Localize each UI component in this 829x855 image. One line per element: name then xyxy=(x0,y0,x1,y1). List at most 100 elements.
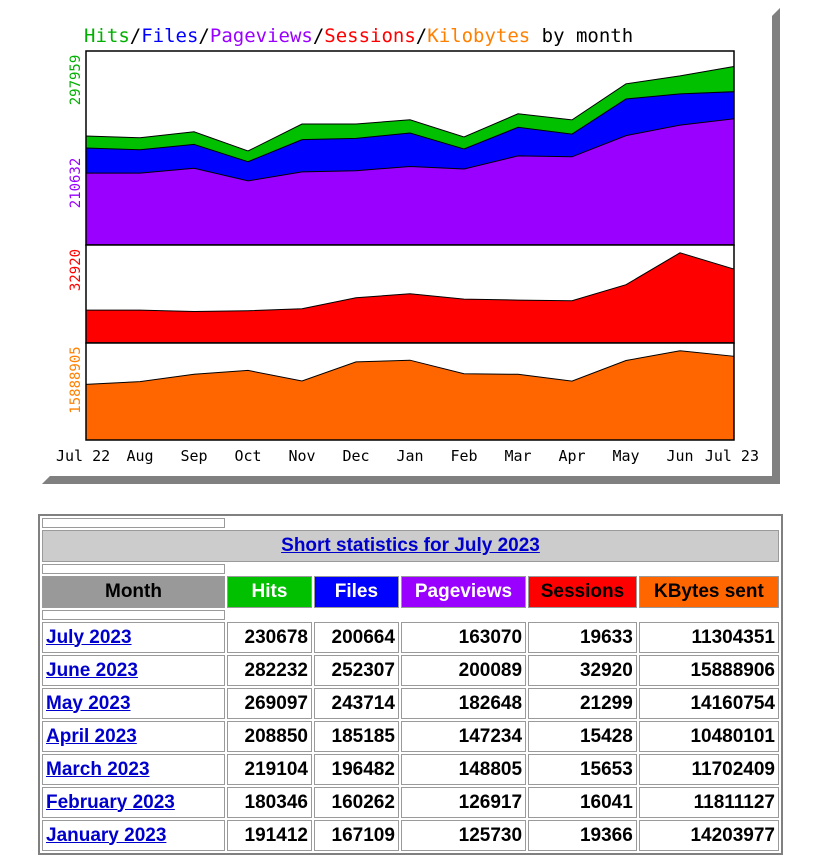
month-cell: June 2023 xyxy=(42,655,225,686)
graph-title-part: Files xyxy=(141,25,198,47)
graph-title-part: Pageviews xyxy=(210,25,313,47)
graph-title-part: Hits xyxy=(84,25,130,47)
y-axis-label: 32920 xyxy=(68,249,84,291)
graph-panels xyxy=(85,50,735,441)
area-pageviews xyxy=(85,118,735,246)
x-tick-label: Aug xyxy=(126,447,153,465)
pageviews-cell: 147234 xyxy=(400,721,527,752)
kbytes-cell: 14203977 xyxy=(638,820,779,851)
kbytes-cell: 14160754 xyxy=(638,688,779,719)
hits-cell: 219104 xyxy=(227,754,312,785)
hits-cell: 191412 xyxy=(227,820,312,851)
graph-title-part: / xyxy=(416,25,427,47)
x-tick-label: May xyxy=(612,447,639,465)
month-link[interactable]: July 2023 xyxy=(46,626,132,648)
kbytes-cell: 10480101 xyxy=(638,721,779,752)
table-title-cell: Short statistics for July 2023 xyxy=(42,530,779,562)
area-kilobytes xyxy=(85,350,735,441)
files-cell: 160262 xyxy=(313,787,399,818)
pageviews-cell: 163070 xyxy=(400,622,527,653)
month-link[interactable]: March 2023 xyxy=(46,758,150,780)
files-cell: 243714 xyxy=(313,688,399,719)
files-cell: 185185 xyxy=(313,721,399,752)
table-row: July 2023 230678 200664 163070 19633 11304351 xyxy=(42,622,779,653)
pageviews-cell: 126917 xyxy=(400,787,527,818)
hits-cell: 269097 xyxy=(227,688,312,719)
table-row: February 2023 180346 160262 126917 16041 1181… xyxy=(42,787,779,818)
x-tick-label: Dec xyxy=(342,447,369,465)
month-cell: March 2023 xyxy=(42,754,225,785)
graph-title-part: / xyxy=(313,25,324,47)
short-statistics-table: Short statistics for July 2023 Month Hits… xyxy=(38,514,783,855)
column-header-kbytes-sent: KBytes sent xyxy=(638,576,779,608)
pageviews-cell: 200089 xyxy=(400,655,527,686)
sessions-cell: 16041 xyxy=(528,787,637,818)
x-tick-label: Apr xyxy=(558,447,585,465)
graph-title-part: / xyxy=(130,25,141,47)
header-row: Month Hits Files Pageviews Sessions KBytes se… xyxy=(42,576,779,608)
x-tick-label: Sep xyxy=(180,447,207,465)
graph-title-part: Kilobytes xyxy=(427,25,530,47)
month-link[interactable]: January 2023 xyxy=(46,824,167,846)
spacer-fill xyxy=(227,564,779,574)
month-link[interactable]: February 2023 xyxy=(46,791,175,813)
area-sessions xyxy=(85,252,735,344)
spacer-cell xyxy=(42,518,225,528)
month-link[interactable]: May 2023 xyxy=(46,692,131,714)
table-row: June 2023 282232 252307 200089 32920 15888906 xyxy=(42,655,779,686)
y-axis-label: 297959 xyxy=(68,55,84,106)
panel-sessions xyxy=(85,244,735,344)
panel-border-kilobytes xyxy=(85,342,735,441)
files-cell: 252307 xyxy=(313,655,399,686)
spacer-row xyxy=(42,518,779,528)
y-axis-label: 210632 xyxy=(68,158,84,209)
spacer-fill xyxy=(227,518,779,528)
sessions-cell: 19633 xyxy=(528,622,637,653)
spacer-cell xyxy=(42,564,225,574)
panel-traffic xyxy=(85,50,735,246)
kbytes-cell: 11304351 xyxy=(638,622,779,653)
files-cell: 167109 xyxy=(313,820,399,851)
month-cell: April 2023 xyxy=(42,721,225,752)
x-tick-label: Oct xyxy=(234,447,261,465)
x-tick-label: Jul 23 xyxy=(705,447,759,465)
panel-kilobytes xyxy=(85,342,735,441)
table-title-link[interactable]: Short statistics for July 2023 xyxy=(281,535,540,556)
monthly-graph-panel: Hits/Files/Pageviews/Sessions/Kilobytes … xyxy=(42,8,780,484)
month-cell: January 2023 xyxy=(42,820,225,851)
sessions-cell: 21299 xyxy=(528,688,637,719)
table-row: April 2023 208850 185185 147234 15428 1048010… xyxy=(42,721,779,752)
kbytes-cell: 11811127 xyxy=(638,787,779,818)
spacer-cell xyxy=(42,610,225,620)
spacer-fill xyxy=(227,610,779,620)
files-cell: 200664 xyxy=(313,622,399,653)
files-cell: 196482 xyxy=(313,754,399,785)
table-row: March 2023 219104 196482 148805 15653 1170240… xyxy=(42,754,779,785)
pageviews-cell: 148805 xyxy=(400,754,527,785)
sessions-cell: 32920 xyxy=(528,655,637,686)
month-cell: July 2023 xyxy=(42,622,225,653)
graph-y-labels: 297959 210632 32920 15888905 xyxy=(68,55,84,414)
title-row: Short statistics for July 2023 xyxy=(42,530,779,562)
column-header-sessions: Sessions xyxy=(528,576,637,608)
pageviews-cell: 125730 xyxy=(400,820,527,851)
monthly-usage-chart: Hits/Files/Pageviews/Sessions/Kilobytes … xyxy=(42,8,780,484)
table-row: May 2023 269097 243714 182648 21299 14160754 xyxy=(42,688,779,719)
kbytes-cell: 11702409 xyxy=(638,754,779,785)
y-axis-label: 15888905 xyxy=(68,346,84,413)
graph-x-labels: Jul 22 Aug Sep Oct Nov Dec Jan Feb Mar Apr May Jun J… xyxy=(56,447,759,465)
month-link[interactable]: April 2023 xyxy=(46,725,137,747)
month-link[interactable]: June 2023 xyxy=(46,659,138,681)
x-tick-label: Mar xyxy=(504,447,531,465)
month-cell: May 2023 xyxy=(42,688,225,719)
hits-cell: 282232 xyxy=(227,655,312,686)
spacer-row xyxy=(42,610,779,620)
column-header-pageviews: Pageviews xyxy=(400,576,527,608)
x-tick-label: Nov xyxy=(288,447,315,465)
table-row: January 2023 191412 167109 125730 19366 14203… xyxy=(42,820,779,851)
column-header-month: Month xyxy=(42,576,225,608)
x-tick-label: Jan xyxy=(396,447,423,465)
x-tick-label: Jul 22 xyxy=(56,447,110,465)
hits-cell: 208850 xyxy=(227,721,312,752)
pageviews-cell: 182648 xyxy=(400,688,527,719)
